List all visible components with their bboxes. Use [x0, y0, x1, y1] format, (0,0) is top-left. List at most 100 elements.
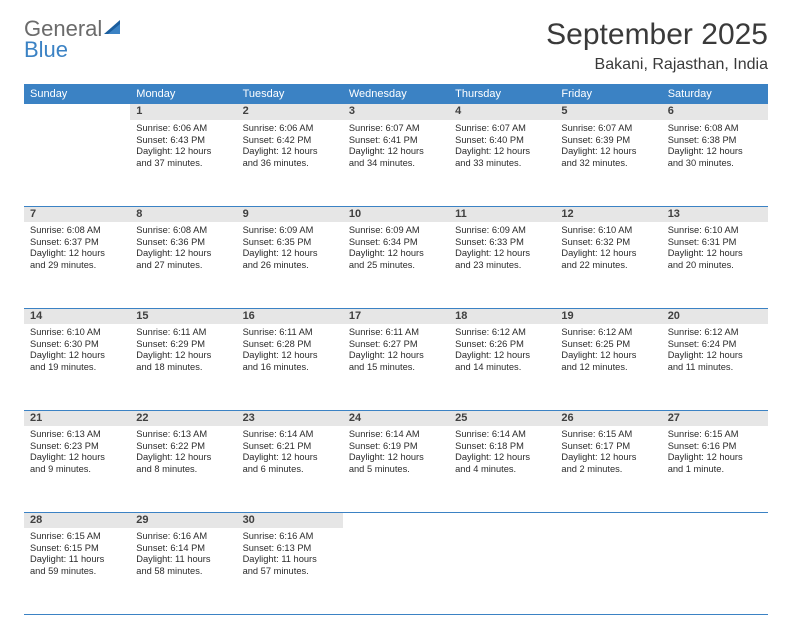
day-number-cell: 8	[130, 206, 236, 222]
day-body-cell: Sunrise: 6:09 AMSunset: 6:35 PMDaylight:…	[237, 222, 343, 308]
sunset-text: Sunset: 6:25 PM	[561, 339, 655, 351]
sunset-text: Sunset: 6:24 PM	[668, 339, 762, 351]
daylight-text-1: Daylight: 12 hours	[30, 248, 124, 260]
day-number-cell: 5	[555, 104, 661, 120]
day-number-cell	[662, 512, 768, 528]
day-number-cell: 7	[24, 206, 130, 222]
logo-sail-icon	[104, 18, 126, 41]
daylight-text-1: Daylight: 12 hours	[30, 350, 124, 362]
day-body-cell: Sunrise: 6:11 AMSunset: 6:27 PMDaylight:…	[343, 324, 449, 410]
day-number-cell: 24	[343, 410, 449, 426]
day-number-cell: 27	[662, 410, 768, 426]
day-body-cell: Sunrise: 6:12 AMSunset: 6:25 PMDaylight:…	[555, 324, 661, 410]
sunrise-text: Sunrise: 6:09 AM	[455, 225, 549, 237]
logo-text-blue: Blue	[24, 39, 126, 61]
day-number-cell: 21	[24, 410, 130, 426]
sunrise-text: Sunrise: 6:13 AM	[30, 429, 124, 441]
daylight-text-1: Daylight: 12 hours	[136, 248, 230, 260]
title-block: September 2025 Bakani, Rajasthan, India	[546, 18, 768, 74]
daylight-text-1: Daylight: 12 hours	[136, 350, 230, 362]
day-number-cell	[555, 512, 661, 528]
weekday-header: Tuesday	[237, 84, 343, 104]
sunrise-text: Sunrise: 6:06 AM	[243, 123, 337, 135]
sunset-text: Sunset: 6:31 PM	[668, 237, 762, 249]
day-number-cell: 29	[130, 512, 236, 528]
daylight-text-2: and 59 minutes.	[30, 566, 124, 578]
day-number-cell: 6	[662, 104, 768, 120]
day-body-cell: Sunrise: 6:10 AMSunset: 6:32 PMDaylight:…	[555, 222, 661, 308]
day-number-cell	[449, 512, 555, 528]
daylight-text-1: Daylight: 12 hours	[349, 146, 443, 158]
sunset-text: Sunset: 6:33 PM	[455, 237, 549, 249]
day-body-cell: Sunrise: 6:15 AMSunset: 6:16 PMDaylight:…	[662, 426, 768, 512]
sunset-text: Sunset: 6:36 PM	[136, 237, 230, 249]
sunrise-text: Sunrise: 6:12 AM	[561, 327, 655, 339]
daylight-text-2: and 32 minutes.	[561, 158, 655, 170]
daylight-text-2: and 8 minutes.	[136, 464, 230, 476]
day-body-cell: Sunrise: 6:09 AMSunset: 6:34 PMDaylight:…	[343, 222, 449, 308]
sunset-text: Sunset: 6:27 PM	[349, 339, 443, 351]
day-body-cell: Sunrise: 6:08 AMSunset: 6:36 PMDaylight:…	[130, 222, 236, 308]
sunset-text: Sunset: 6:23 PM	[30, 441, 124, 453]
sunset-text: Sunset: 6:17 PM	[561, 441, 655, 453]
sunrise-text: Sunrise: 6:14 AM	[455, 429, 549, 441]
day-number-cell: 22	[130, 410, 236, 426]
sunset-text: Sunset: 6:35 PM	[243, 237, 337, 249]
day-number-cell: 18	[449, 308, 555, 324]
daylight-text-1: Daylight: 12 hours	[561, 146, 655, 158]
day-body-cell: Sunrise: 6:09 AMSunset: 6:33 PMDaylight:…	[449, 222, 555, 308]
logo: General Blue	[24, 18, 126, 61]
sunrise-text: Sunrise: 6:14 AM	[243, 429, 337, 441]
daylight-text-2: and 4 minutes.	[455, 464, 549, 476]
daylight-text-2: and 34 minutes.	[349, 158, 443, 170]
day-body-cell	[24, 120, 130, 206]
weekday-header: Saturday	[662, 84, 768, 104]
day-body-cell: Sunrise: 6:06 AMSunset: 6:42 PMDaylight:…	[237, 120, 343, 206]
day-number-cell: 23	[237, 410, 343, 426]
day-number-cell: 19	[555, 308, 661, 324]
day-number-cell: 4	[449, 104, 555, 120]
daylight-text-1: Daylight: 11 hours	[136, 554, 230, 566]
daylight-text-2: and 16 minutes.	[243, 362, 337, 374]
sunrise-text: Sunrise: 6:08 AM	[668, 123, 762, 135]
day-body-cell: Sunrise: 6:11 AMSunset: 6:29 PMDaylight:…	[130, 324, 236, 410]
sunset-text: Sunset: 6:21 PM	[243, 441, 337, 453]
sunrise-text: Sunrise: 6:10 AM	[668, 225, 762, 237]
sunset-text: Sunset: 6:43 PM	[136, 135, 230, 147]
sunrise-text: Sunrise: 6:10 AM	[30, 327, 124, 339]
sunrise-text: Sunrise: 6:11 AM	[243, 327, 337, 339]
calendar-table: Sunday Monday Tuesday Wednesday Thursday…	[24, 84, 768, 615]
sunset-text: Sunset: 6:14 PM	[136, 543, 230, 555]
day-number-cell: 28	[24, 512, 130, 528]
day-body-cell	[343, 528, 449, 614]
daylight-text-2: and 6 minutes.	[243, 464, 337, 476]
day-body-cell: Sunrise: 6:16 AMSunset: 6:13 PMDaylight:…	[237, 528, 343, 614]
sunrise-text: Sunrise: 6:16 AM	[136, 531, 230, 543]
sunrise-text: Sunrise: 6:07 AM	[561, 123, 655, 135]
day-number-cell: 9	[237, 206, 343, 222]
weekday-header: Sunday	[24, 84, 130, 104]
sunrise-text: Sunrise: 6:11 AM	[136, 327, 230, 339]
sunrise-text: Sunrise: 6:15 AM	[30, 531, 124, 543]
sunset-text: Sunset: 6:19 PM	[349, 441, 443, 453]
daylight-text-1: Daylight: 12 hours	[349, 452, 443, 464]
weekday-header: Thursday	[449, 84, 555, 104]
daylight-text-2: and 14 minutes.	[455, 362, 549, 374]
daylight-text-2: and 2 minutes.	[561, 464, 655, 476]
daylight-text-2: and 36 minutes.	[243, 158, 337, 170]
header: General Blue September 2025 Bakani, Raja…	[24, 18, 768, 74]
location: Bakani, Rajasthan, India	[546, 56, 768, 74]
sunset-text: Sunset: 6:15 PM	[30, 543, 124, 555]
day-number-cell: 12	[555, 206, 661, 222]
day-body-cell: Sunrise: 6:08 AMSunset: 6:38 PMDaylight:…	[662, 120, 768, 206]
day-body-cell	[662, 528, 768, 614]
day-number-row: 21222324252627	[24, 410, 768, 426]
month-title: September 2025	[546, 18, 768, 52]
day-body-cell: Sunrise: 6:11 AMSunset: 6:28 PMDaylight:…	[237, 324, 343, 410]
daylight-text-2: and 19 minutes.	[30, 362, 124, 374]
daylight-text-1: Daylight: 12 hours	[136, 452, 230, 464]
daylight-text-1: Daylight: 12 hours	[349, 350, 443, 362]
daylight-text-1: Daylight: 12 hours	[668, 248, 762, 260]
day-body-cell: Sunrise: 6:10 AMSunset: 6:31 PMDaylight:…	[662, 222, 768, 308]
sunset-text: Sunset: 6:42 PM	[243, 135, 337, 147]
